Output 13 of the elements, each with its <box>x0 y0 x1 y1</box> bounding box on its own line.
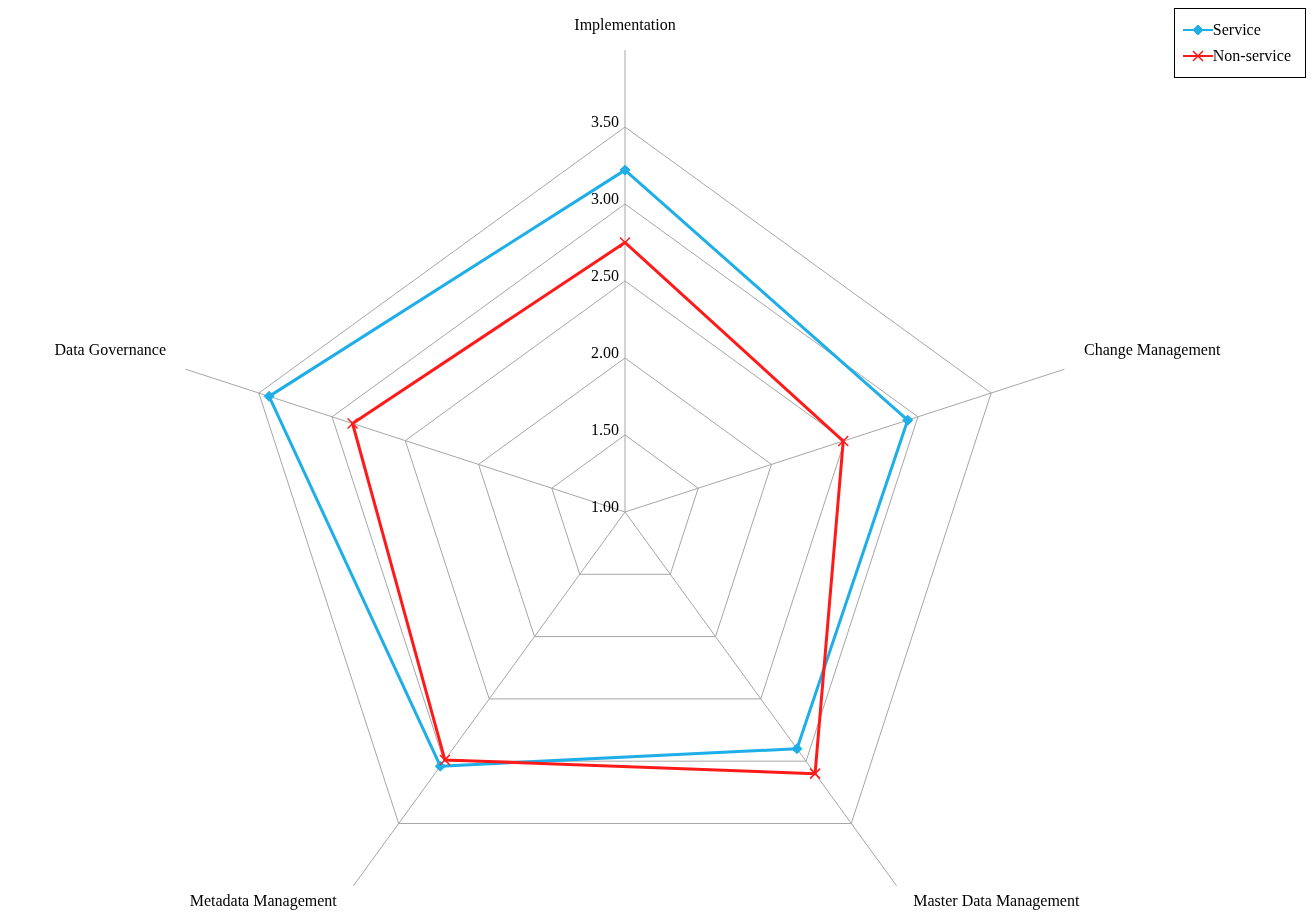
y-tick-label: 3.50 <box>591 113 619 130</box>
spoke-label: Implementation <box>574 16 676 34</box>
y-tick-label: 2.00 <box>591 344 619 361</box>
y-tick-label: 1.00 <box>591 498 619 515</box>
legend-label: Non-service <box>1212 47 1291 65</box>
spoke-label: Metadata Management <box>189 892 338 911</box>
y-tick-label: 2.50 <box>591 267 619 284</box>
spoke-label: Data Governance <box>54 340 166 358</box>
y-tick-label: 1.50 <box>591 421 619 438</box>
legend-label: Service <box>1212 21 1261 39</box>
spoke-label: Change Management <box>1084 340 1221 359</box>
spoke-label: Master Data Management <box>913 892 1080 911</box>
y-tick-label: 3.00 <box>591 190 619 207</box>
